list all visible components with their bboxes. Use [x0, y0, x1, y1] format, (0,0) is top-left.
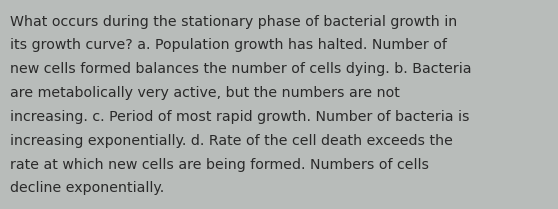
- Text: decline exponentially.: decline exponentially.: [10, 181, 164, 195]
- Text: are metabolically very active, but the numbers are not: are metabolically very active, but the n…: [10, 86, 400, 100]
- Text: its growth curve? a. Population growth has halted. Number of: its growth curve? a. Population growth h…: [10, 38, 447, 52]
- Text: increasing exponentially. d. Rate of the cell death exceeds the: increasing exponentially. d. Rate of the…: [10, 134, 453, 148]
- Text: rate at which new cells are being formed. Numbers of cells: rate at which new cells are being formed…: [10, 158, 429, 172]
- Text: What occurs during the stationary phase of bacterial growth in: What occurs during the stationary phase …: [10, 15, 458, 29]
- Text: increasing. c. Period of most rapid growth. Number of bacteria is: increasing. c. Period of most rapid grow…: [10, 110, 469, 124]
- Text: new cells formed balances the number of cells dying. b. Bacteria: new cells formed balances the number of …: [10, 62, 472, 76]
